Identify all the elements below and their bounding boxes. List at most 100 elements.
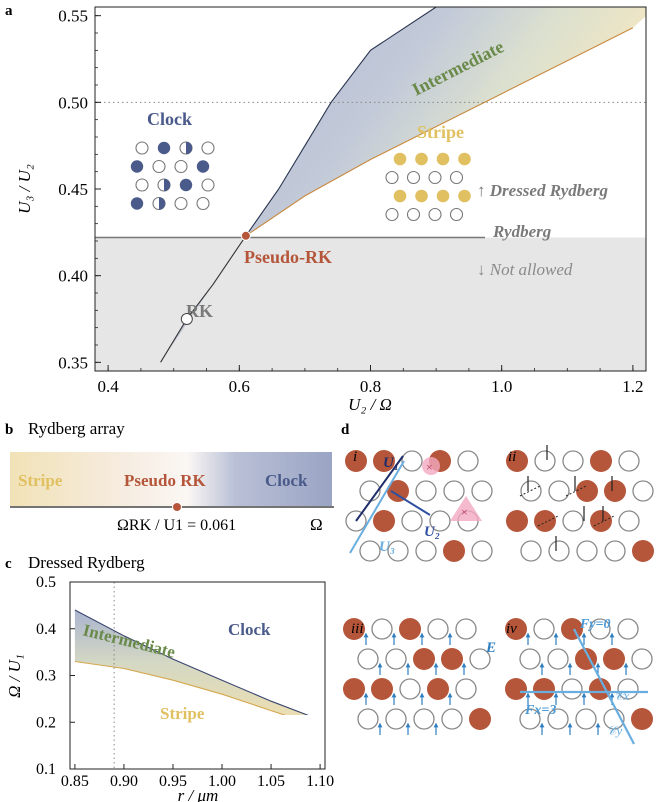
stripe-boundary-line [74, 660, 287, 715]
bond-u2 [390, 490, 431, 516]
atom-empty [428, 170, 442, 185]
ground-atom [401, 450, 423, 472]
atom-filled [179, 178, 193, 192]
ground-atom [618, 510, 640, 532]
atom-empty [196, 196, 210, 211]
atom-empty [201, 141, 215, 155]
y-tick-label: 0.4 [36, 621, 56, 638]
ground-atom [385, 708, 407, 730]
panel-c-ticks [70, 581, 321, 770]
y-tick-label: 0.35 [58, 353, 88, 372]
clock-label: Clock [147, 109, 192, 129]
ground-atom [562, 450, 584, 472]
y-tick-label: 0.50 [58, 93, 88, 112]
ground-atom [357, 648, 379, 670]
atom-filled [436, 189, 450, 203]
ground-atom [471, 540, 493, 562]
ground-atom [455, 678, 477, 700]
atom-empty [449, 207, 464, 222]
rydberg-atom [631, 708, 653, 730]
atom-filled [130, 197, 144, 210]
rk-point [180, 313, 193, 325]
clock-boundary-line [245, 7, 437, 237]
x-tick-label: 1.0 [491, 377, 512, 396]
y-axis-label: U₃ / U₂ [15, 164, 34, 214]
panel-c-title: Dressed Rydberg [28, 553, 145, 572]
sector-line-y [573, 628, 635, 745]
y-tick-label: 0.1 [36, 761, 56, 778]
ground-atom [441, 708, 463, 730]
ground-atom [471, 480, 493, 502]
x-tick-label: 1.00 [208, 773, 236, 790]
x-tick-label: 0.8 [360, 377, 381, 396]
phase-bar [10, 452, 332, 506]
rydberg-label: Rydberg [492, 222, 552, 241]
atom-filled [415, 189, 428, 203]
rydberg-atom [590, 450, 612, 472]
ground-atom [519, 648, 541, 670]
rydberg-atom [506, 450, 528, 472]
y-tick-label: 0.40 [58, 267, 88, 286]
defect-cross: × [461, 505, 468, 519]
panel-a-label: a [5, 3, 13, 19]
clock-label: Clock [265, 471, 308, 490]
x-tick-label: 0.95 [159, 773, 187, 790]
ground-atom [604, 540, 626, 562]
atom-filled [157, 141, 171, 155]
line-cx-label: 𝒞x [614, 688, 629, 703]
ground-atom [576, 540, 598, 562]
lattice-panels: ×× [343, 445, 654, 745]
ground-atom [617, 618, 639, 640]
line-cy-label: 𝒞y [607, 723, 622, 738]
ground-atom [631, 648, 653, 670]
y-tick-label: 0.55 [58, 7, 88, 26]
sector-fx-label: Fx=3 [524, 703, 556, 718]
x-tick-label: 0.85 [61, 773, 89, 790]
rydberg-atom [505, 678, 527, 700]
sector-fy-label: Fy=0 [579, 617, 611, 632]
bond-u1-label: U₁ [383, 455, 399, 471]
bond-u3-label: U₃ [379, 539, 395, 555]
rk-curve [160, 235, 247, 363]
stripe-label: Stripe [417, 122, 464, 142]
x-tick-label: 1.05 [257, 773, 285, 790]
atom-empty [428, 207, 442, 222]
not-allowed-region [95, 237, 646, 371]
atom-filled [458, 189, 471, 203]
panel-c-label: c [5, 556, 12, 572]
bond-u1 [355, 455, 404, 522]
ground-atom [357, 708, 379, 730]
atom-filled [393, 189, 407, 203]
critical-point [172, 502, 182, 512]
sublabel-ii: ii [508, 449, 516, 465]
ground-atom [415, 480, 437, 502]
y-tick-label: 0.45 [58, 180, 88, 199]
rk-label: RK [186, 301, 213, 321]
ground-atom [547, 708, 569, 730]
atom-empty [385, 170, 399, 185]
rydberg-atom [576, 480, 598, 502]
ground-atom [561, 678, 583, 700]
dressed-rydberg-label: ↑ Dressed Rydberg [477, 181, 608, 200]
x-tick-label: 0.4 [97, 377, 119, 396]
rydberg-atom [373, 450, 395, 472]
phase-region [74, 610, 308, 715]
rydberg-atom [345, 450, 367, 472]
rydberg-atom [371, 678, 393, 700]
ground-atom [387, 540, 409, 562]
atom-empty [385, 207, 399, 222]
ground-atom [575, 708, 597, 730]
atom-half-fill [186, 141, 193, 155]
bond-u3 [349, 460, 405, 554]
ground-atom [413, 708, 435, 730]
x-axis-label: U₂ / Ω [348, 395, 392, 414]
ground-atom [547, 648, 569, 670]
atom-empty [174, 159, 188, 174]
clock-label: Clock [228, 620, 271, 639]
atom-empty [135, 141, 149, 155]
rydberg-atom [441, 648, 463, 670]
x-tick-label: 1.2 [622, 377, 643, 396]
stripe-lattice-icon [385, 152, 471, 222]
rydberg-atom [427, 678, 449, 700]
